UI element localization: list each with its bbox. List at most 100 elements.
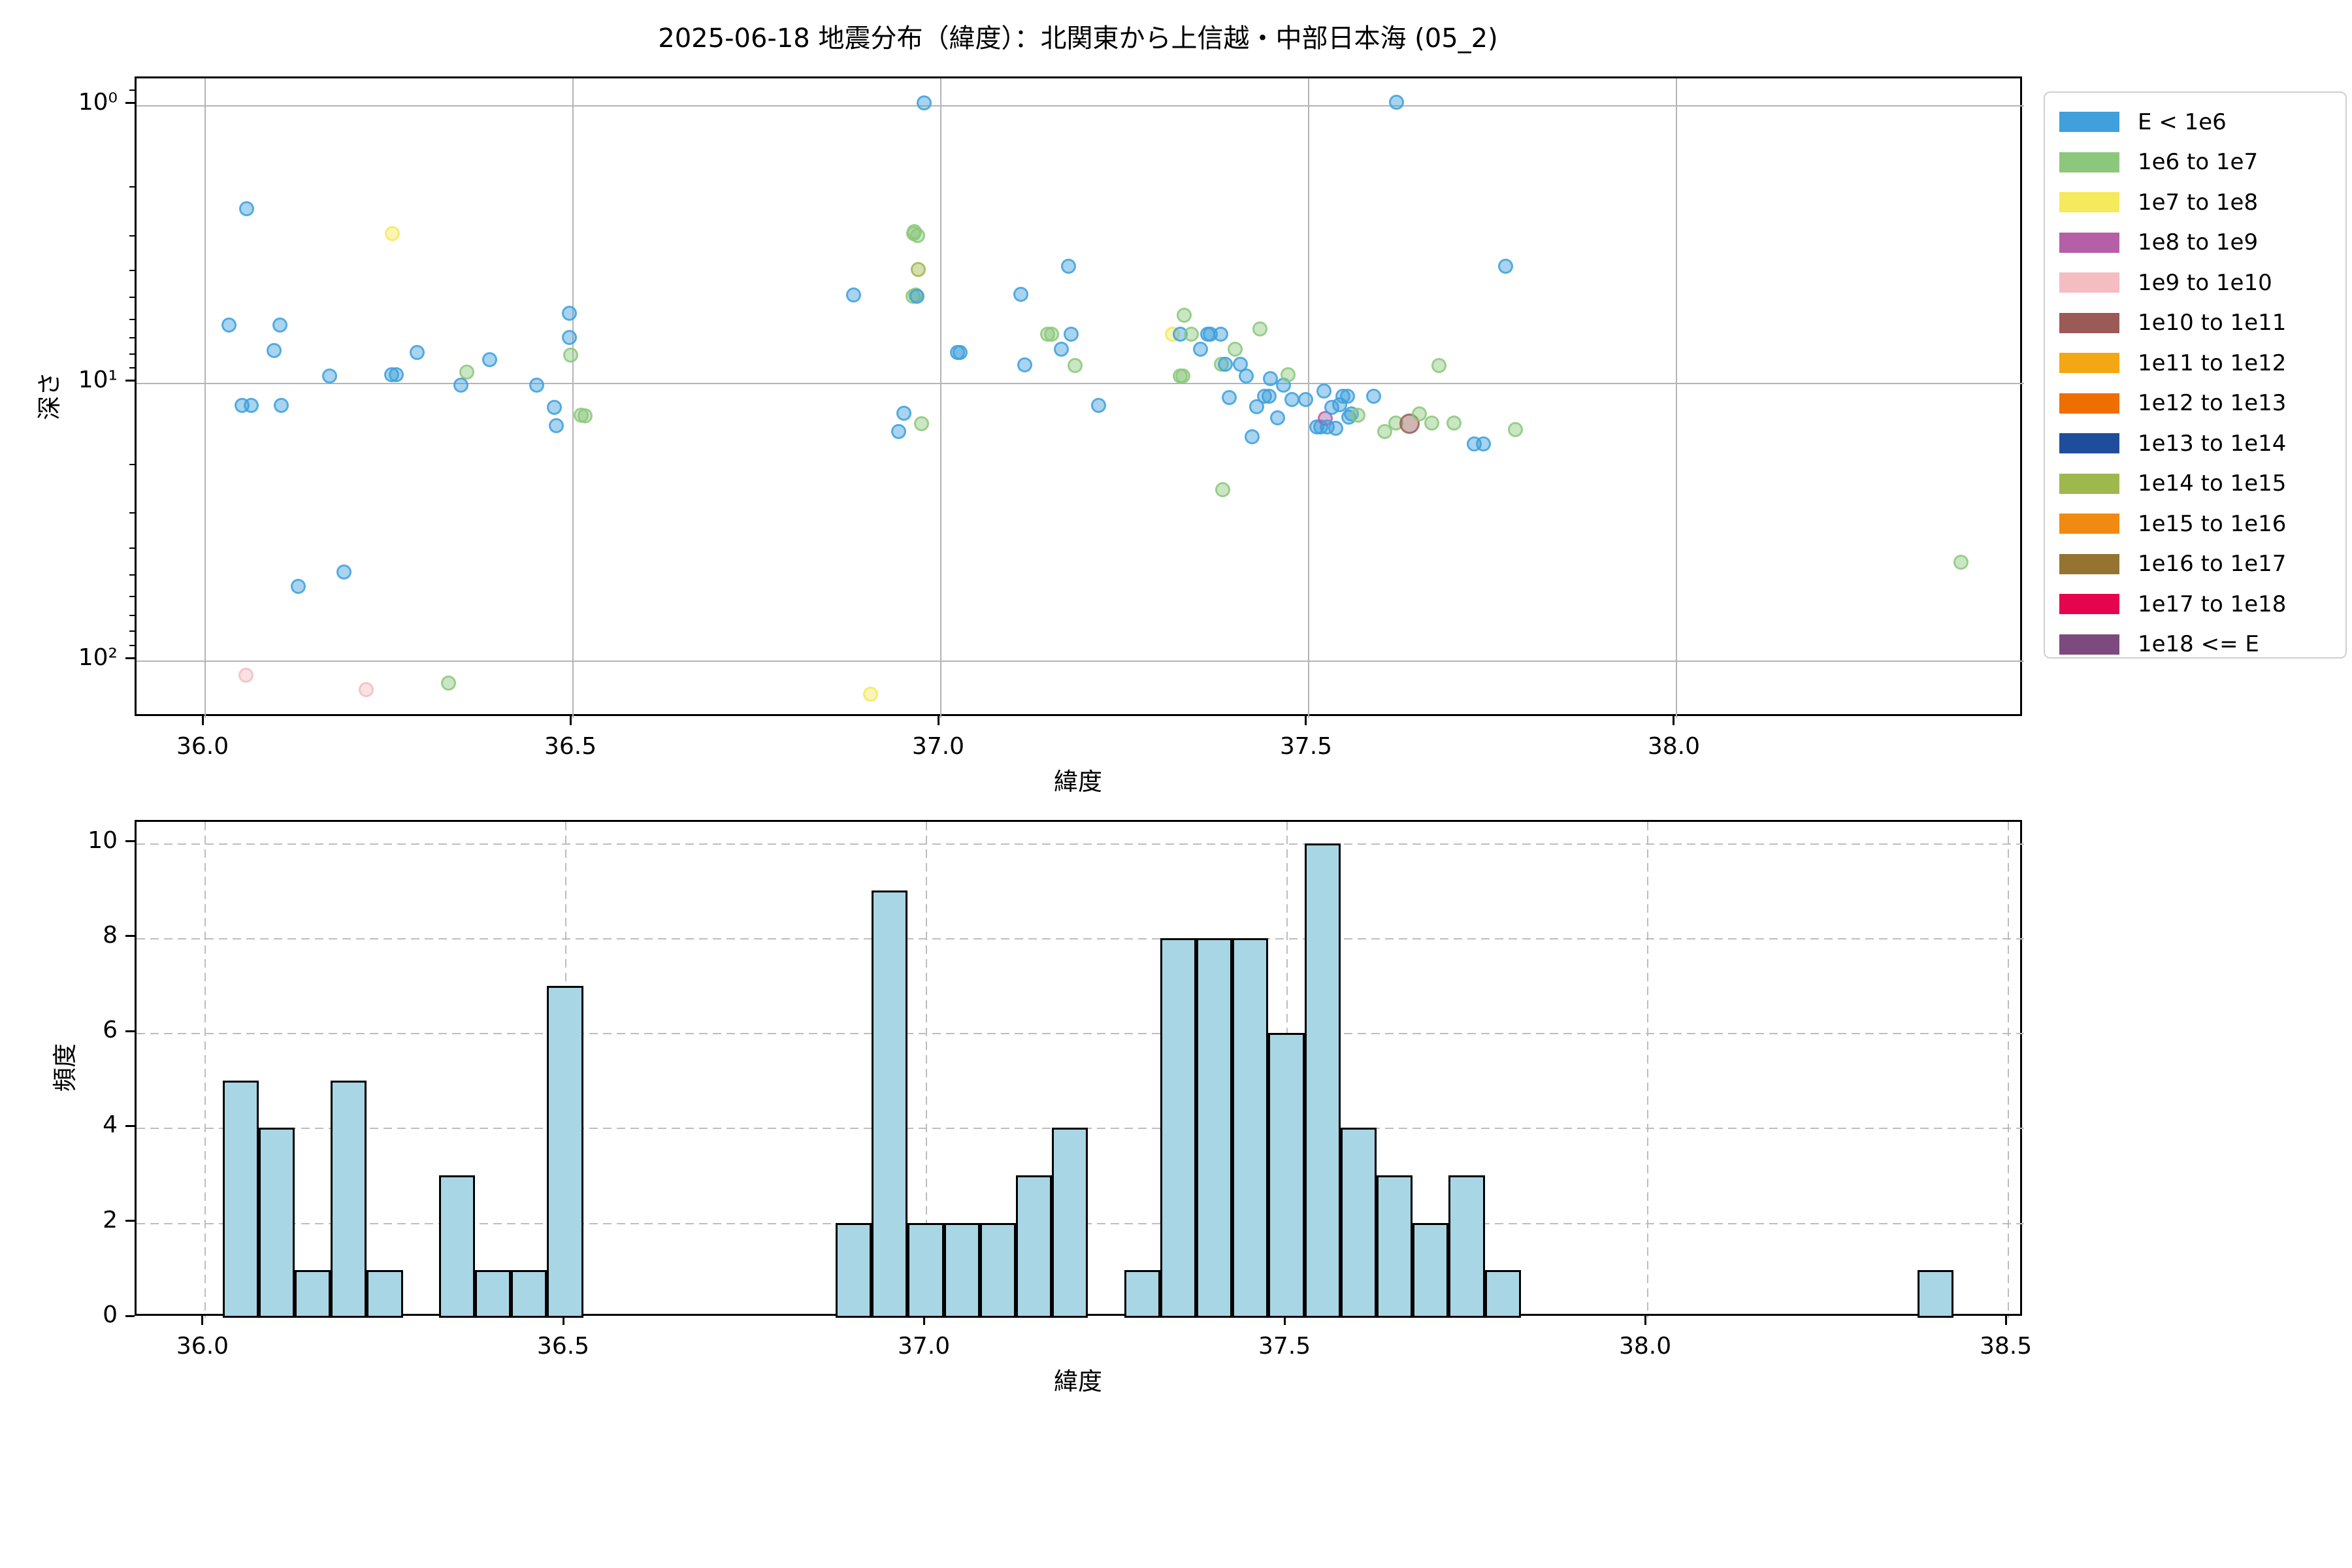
- legend-label: 1e11 to 1e12: [2138, 350, 2287, 376]
- scatter-point: [578, 408, 593, 424]
- scatter-point: [1067, 357, 1083, 373]
- legend-swatch: [2059, 514, 2119, 534]
- histogram-bar: [1196, 938, 1233, 1318]
- scatter-point: [1193, 342, 1209, 357]
- histogram-xtick: [562, 1316, 564, 1325]
- scatter-ytick-minor: [129, 296, 135, 298]
- scatter-point: [1064, 327, 1079, 342]
- scatter-ytick: [125, 657, 135, 660]
- scatter-point: [388, 367, 404, 382]
- scatter-ytick-minor: [129, 547, 135, 549]
- scatter-point: [410, 344, 425, 360]
- histogram-xtick: [1644, 1316, 1646, 1325]
- histogram-bar: [1484, 1270, 1521, 1318]
- scatter-point: [1262, 389, 1277, 404]
- scatter-point: [1350, 407, 1366, 423]
- legend-item: 1e15 to 1e16: [2059, 504, 2345, 544]
- scatter-point: [1424, 415, 1440, 431]
- scatter-point: [1316, 384, 1331, 399]
- scatter-point: [1215, 482, 1231, 498]
- histogram-gridline-y: [137, 843, 2024, 845]
- scatter-point: [1239, 368, 1254, 384]
- legend-label: E < 1e6: [2138, 108, 2227, 135]
- scatter-point: [1388, 94, 1404, 110]
- legend-swatch: [2059, 232, 2119, 253]
- legend-label: 1e14 to 1e15: [2138, 470, 2287, 497]
- legend-swatch: [2059, 312, 2119, 333]
- histogram-bar: [511, 1270, 547, 1318]
- histogram-bar: [1124, 1270, 1160, 1318]
- scatter-point: [440, 676, 456, 691]
- histogram-gridline-y: [137, 938, 2024, 939]
- scatter-point: [1366, 389, 1382, 404]
- histogram-xtick-label: 38.0: [1618, 1333, 1672, 1360]
- histogram-ytick-label: 2: [103, 1206, 118, 1233]
- legend-item: E < 1e6: [2059, 102, 2345, 142]
- legend-label: 1e15 to 1e16: [2138, 510, 2287, 537]
- scatter-point: [917, 95, 932, 111]
- histogram-gridline-x: [1647, 822, 1649, 1318]
- scatter-xtick: [1305, 716, 1307, 725]
- scatter-xtick-label: 38.0: [1647, 733, 1701, 760]
- histogram-ytick-label: 10: [88, 826, 118, 854]
- legend-swatch: [2059, 152, 2119, 172]
- legend-item: 1e10 to 1e11: [2059, 303, 2345, 344]
- legend-label: 1e8 to 1e9: [2138, 229, 2259, 256]
- legend-item: 1e7 to 1e8: [2059, 182, 2345, 223]
- legend-swatch: [2059, 473, 2119, 494]
- scatter-gridline-x: [572, 78, 574, 718]
- histogram-bar: [1016, 1175, 1053, 1318]
- legend-label: 1e17 to 1e18: [2138, 591, 2287, 617]
- scatter-point: [562, 305, 578, 321]
- legend-swatch: [2059, 433, 2119, 454]
- histogram-bar: [1160, 938, 1196, 1318]
- scatter-point: [1269, 410, 1285, 425]
- scatter-point: [1183, 327, 1199, 342]
- scatter-point: [1090, 398, 1106, 414]
- scatter-gridline-x: [1675, 78, 1677, 718]
- scatter-point: [322, 368, 338, 384]
- legend-item: 1e9 to 1e10: [2059, 263, 2345, 303]
- scatter-point: [1245, 429, 1260, 444]
- scatter-point: [1013, 286, 1028, 302]
- legend-item: 1e17 to 1e18: [2059, 584, 2345, 625]
- scatter-ytick-minor: [129, 574, 135, 576]
- scatter-point: [1175, 368, 1191, 384]
- histogram-gridline-x: [2008, 822, 2010, 1318]
- legend-label: 1e18 <= E: [2138, 631, 2259, 658]
- scatter-point: [1431, 357, 1447, 373]
- histogram-bar: [1448, 1175, 1485, 1318]
- scatter-xtick-label: 36.0: [176, 733, 229, 760]
- scatter-point: [1217, 356, 1233, 372]
- scatter-xtick-label: 37.0: [911, 733, 965, 760]
- histogram-ytick: [125, 840, 135, 843]
- histogram-xtick-label: 36.5: [536, 1333, 590, 1360]
- scatter-ytick-label: 10⁰: [78, 88, 118, 116]
- scatter-xtick-label: 37.5: [1279, 733, 1333, 760]
- histogram-bar: [295, 1270, 331, 1318]
- scatter-point: [290, 578, 306, 594]
- scatter-point: [1053, 342, 1069, 357]
- scatter-point: [1228, 342, 1243, 357]
- histogram-ylabel: 頻度: [51, 1043, 79, 1092]
- scatter-point: [846, 287, 862, 302]
- histogram-bar: [222, 1080, 259, 1318]
- scatter-point: [221, 318, 237, 333]
- scatter-point: [862, 687, 878, 702]
- scatter-gridline-x: [204, 78, 206, 718]
- legend-item: 1e11 to 1e12: [2059, 343, 2345, 384]
- scatter-point: [1213, 327, 1228, 342]
- histogram-bar: [367, 1270, 403, 1318]
- scatter-point: [911, 262, 926, 278]
- scatter-point: [1339, 389, 1355, 404]
- histogram-ytick-label: 4: [103, 1111, 118, 1139]
- histogram-bar: [331, 1080, 367, 1318]
- scatter-point: [459, 364, 474, 380]
- scatter-ytick-minor: [129, 367, 135, 369]
- histogram-ytick: [125, 1315, 135, 1317]
- scatter-point: [272, 318, 287, 333]
- scatter-point: [1475, 436, 1491, 452]
- scatter-point: [482, 352, 497, 368]
- scatter-ytick-minor: [129, 614, 135, 616]
- histogram-xtick: [923, 1316, 925, 1325]
